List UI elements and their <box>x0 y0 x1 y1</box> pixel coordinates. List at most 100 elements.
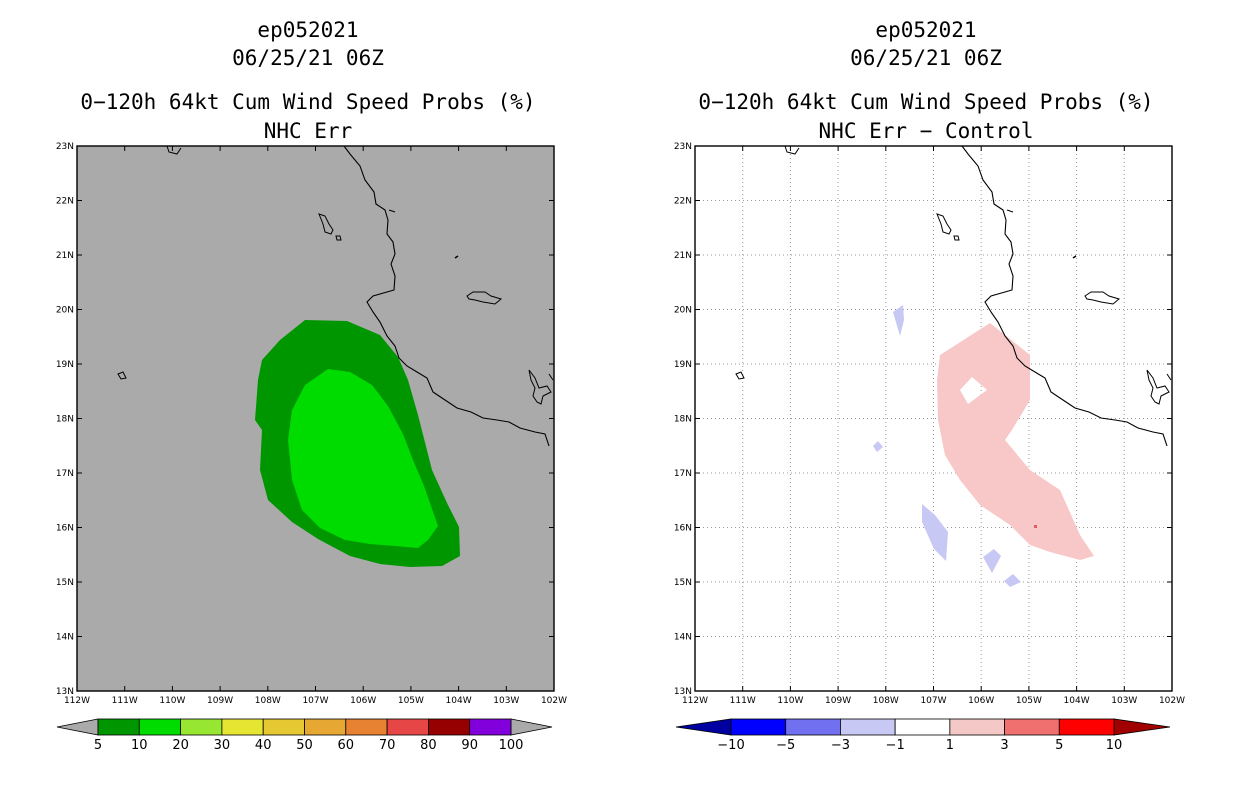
left-colorbar-label: 50 <box>296 738 313 753</box>
right-lon-label: 110W <box>777 696 803 706</box>
right-colorbar-swatch <box>1004 718 1060 736</box>
right-lon-label: 112W <box>682 696 708 706</box>
right-colorbar-swatch <box>785 718 841 736</box>
left-lat-label: 18N <box>56 415 74 425</box>
right-lon-label: 108W <box>873 696 899 706</box>
left-colorbar-high-arrow <box>510 718 553 736</box>
left-lon-label: 108W <box>255 696 281 706</box>
left-lat-label: 19N <box>56 360 74 370</box>
left-prob-contour-10-20 <box>288 369 438 548</box>
right-lon-label: 105W <box>1016 696 1042 706</box>
left-lon-label: 105W <box>398 696 424 706</box>
left-lon-label: 110W <box>159 696 185 706</box>
left-subtitle: NHC Err <box>263 119 353 143</box>
left-colorbar-label: 70 <box>379 738 396 753</box>
left-colorbar-label: 80 <box>420 738 437 753</box>
left-lat-label: 17N <box>56 469 74 479</box>
right-diff-dot <box>1034 525 1037 528</box>
left-colorbar-swatch <box>304 718 347 736</box>
right-lat-label: 18N <box>674 415 692 425</box>
left-lon-label: 103W <box>493 696 519 706</box>
right-colorbar-label: −10 <box>717 738 744 753</box>
right-colorbar-label: −5 <box>776 738 795 753</box>
right-lon-label: 103W <box>1111 696 1137 706</box>
left-lon-label: 111W <box>112 696 138 706</box>
left-colorbar-label: 100 <box>499 738 524 753</box>
right-diff-negative-patch-1 <box>893 305 904 336</box>
left-colorbar-swatch <box>221 718 264 736</box>
left-lon-label: 112W <box>64 696 90 706</box>
right-colorbar-label: 10 <box>1106 738 1123 753</box>
left-colorbar-label: 90 <box>461 738 478 753</box>
left-lat-label: 22N <box>56 197 74 207</box>
left-lat-label: 13N <box>56 687 74 697</box>
left-colorbar-label: 10 <box>131 738 148 753</box>
left-lat-label: 15N <box>56 578 74 588</box>
right-lat-label: 17N <box>674 469 692 479</box>
right-lon-label: 102W <box>1159 696 1185 706</box>
right-lat-label: 19N <box>674 360 692 370</box>
left-colorbar-swatch <box>427 718 471 736</box>
right-colorbar-swatch <box>949 718 1005 736</box>
left-colorbar-swatch <box>386 718 429 736</box>
right-lat-label: 14N <box>674 633 692 643</box>
left-colorbar-label: 60 <box>338 738 355 753</box>
right-lat-label: 21N <box>674 251 692 261</box>
right-lon-label: 106W <box>968 696 994 706</box>
left-colorbar-swatch <box>469 718 512 736</box>
left-lat-label: 23N <box>56 142 74 152</box>
left-colorbar-label: 30 <box>214 738 231 753</box>
right-colorbar-swatch <box>894 718 951 736</box>
right-colorbar-label: 5 <box>1055 738 1063 753</box>
right-colorbar-swatch <box>730 718 787 736</box>
left-colorbar-low-arrow <box>56 718 99 736</box>
right-colorbar-label: 3 <box>1000 738 1008 753</box>
right-colorbar-label: −1 <box>886 738 905 753</box>
left-colorbar-swatch <box>180 718 223 736</box>
left-lon-label: 107W <box>302 696 328 706</box>
right-diff-negative-patch-5 <box>1004 574 1021 587</box>
right-title: 0−120h 64kt Cum Wind Speed Probs (%) <box>698 90 1154 114</box>
right-diff-negative-patch-2 <box>873 441 883 452</box>
right-colorbar-swatch <box>840 718 896 736</box>
left-colorbar-label: 20 <box>172 738 189 753</box>
right-lon-label: 109W <box>825 696 851 706</box>
right-colorbar-label: 1 <box>946 738 954 753</box>
right-lat-label: 23N <box>674 142 692 152</box>
left-colorbar-swatch <box>97 718 140 736</box>
right-diff-negative-patch-4 <box>983 549 1001 573</box>
right-colorbar-high-arrow <box>1113 718 1171 736</box>
left-colorbar-swatch <box>262 718 305 736</box>
left-title: 0−120h 64kt Cum Wind Speed Probs (%) <box>80 90 536 114</box>
right-lat-label: 16N <box>674 524 692 534</box>
right-lon-label: 111W <box>730 696 756 706</box>
right-colorbar-low-arrow <box>675 718 732 736</box>
right-lon-label: 104W <box>1064 696 1090 706</box>
right-lon-label: 107W <box>920 696 946 706</box>
left-colorbar-label: 40 <box>255 738 272 753</box>
left-lon-label: 104W <box>446 696 472 706</box>
right-diff-positive-1-3 <box>937 323 1094 560</box>
right-lat-label: 22N <box>674 197 692 207</box>
left-lat-label: 14N <box>56 633 74 643</box>
left-lon-label: 106W <box>350 696 376 706</box>
left-lat-label: 20N <box>56 306 74 316</box>
right-subtitle: NHC Err − Control <box>818 119 1034 143</box>
left-colorbar-swatch <box>345 718 388 736</box>
left-storm-id: ep052021 <box>257 18 359 42</box>
right-lat-label: 20N <box>674 306 692 316</box>
left-lat-label: 16N <box>56 524 74 534</box>
right-diff-negative-patch-3 <box>922 504 948 561</box>
right-colorbar: −10 −5 −3 −1 1 3 5 10 <box>675 718 1171 753</box>
left-colorbar-label: 5 <box>94 738 102 753</box>
left-lon-label: 102W <box>541 696 567 706</box>
right-lat-label: 13N <box>674 687 692 697</box>
right-colorbar-label: −3 <box>831 738 850 753</box>
left-datetime: 06/25/21 06Z <box>232 46 384 70</box>
left-lon-label: 109W <box>207 696 233 706</box>
